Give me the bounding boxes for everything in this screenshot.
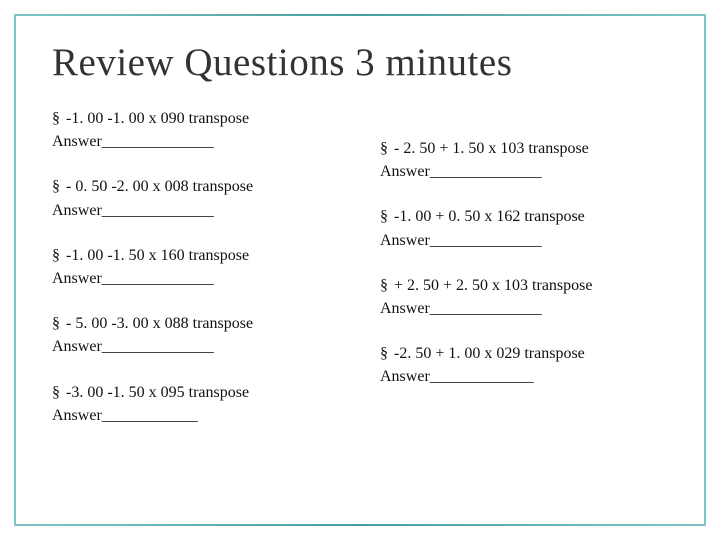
answer-line: Answer______________ (380, 229, 668, 252)
question-line: § -1. 00 -1. 50 x 160 transpose (52, 244, 340, 267)
list-item: § -1. 00 -1. 50 x 160 transpose Answer___… (52, 244, 340, 290)
answer-line: Answer______________ (380, 160, 668, 183)
question-text: - 2. 50 + 1. 50 x 103 transpose (394, 140, 589, 157)
list-item: § - 2. 50 + 1. 50 x 103 transpose Answer_… (380, 137, 668, 183)
question-text: -1. 00 -1. 00 x 090 transpose (66, 110, 249, 127)
question-line: § - 0. 50 -2. 00 x 008 transpose (52, 175, 340, 198)
bullet-icon: § (52, 247, 60, 264)
answer-line: Answer______________ (52, 199, 340, 222)
list-item: § -1. 00 + 0. 50 x 162 transpose Answer__… (380, 205, 668, 251)
list-item: § -3. 00 -1. 50 x 095 transpose Answer___… (52, 381, 340, 427)
answer-line: Answer____________ (52, 404, 340, 427)
answer-line: Answer_____________ (380, 365, 668, 388)
question-line: § - 2. 50 + 1. 50 x 103 transpose (380, 137, 668, 160)
question-line: § -2. 50 + 1. 00 x 029 transpose (380, 342, 668, 365)
bullet-icon: § (52, 384, 60, 401)
page-title: Review Questions 3 minutes (52, 40, 668, 85)
answer-line: Answer______________ (52, 130, 340, 153)
question-text: -3. 00 -1. 50 x 095 transpose (66, 384, 249, 401)
answer-line: Answer______________ (52, 267, 340, 290)
bullet-icon: § (380, 208, 388, 225)
question-text: + 2. 50 + 2. 50 x 103 transpose (394, 277, 592, 294)
list-item: § -1. 00 -1. 00 x 090 transpose Answer___… (52, 107, 340, 153)
question-line: § -1. 00 + 0. 50 x 162 transpose (380, 205, 668, 228)
question-line: § -3. 00 -1. 50 x 095 transpose (52, 381, 340, 404)
slide-frame: Review Questions 3 minutes § -1. 00 -1. 0… (14, 14, 706, 526)
content-columns: § -1. 00 -1. 00 x 090 transpose Answer___… (52, 107, 668, 449)
answer-line: Answer______________ (380, 297, 668, 320)
question-line: § + 2. 50 + 2. 50 x 103 transpose (380, 274, 668, 297)
list-item: § - 0. 50 -2. 00 x 008 transpose Answer__… (52, 175, 340, 221)
bullet-icon: § (380, 345, 388, 362)
bullet-icon: § (52, 178, 60, 195)
list-item: § + 2. 50 + 2. 50 x 103 transpose Answer_… (380, 274, 668, 320)
bullet-icon: § (380, 140, 388, 157)
left-column: § -1. 00 -1. 00 x 090 transpose Answer___… (52, 107, 340, 449)
question-text: -2. 50 + 1. 00 x 029 transpose (394, 345, 585, 362)
question-text: -1. 00 + 0. 50 x 162 transpose (394, 208, 585, 225)
question-text: - 5. 00 -3. 00 x 088 transpose (66, 315, 253, 332)
question-line: § - 5. 00 -3. 00 x 088 transpose (52, 312, 340, 335)
right-column: § - 2. 50 + 1. 50 x 103 transpose Answer_… (380, 107, 668, 449)
answer-line: Answer______________ (52, 335, 340, 358)
bullet-icon: § (52, 315, 60, 332)
bullet-icon: § (380, 277, 388, 294)
question-text: -1. 00 -1. 50 x 160 transpose (66, 247, 249, 264)
question-text: - 0. 50 -2. 00 x 008 transpose (66, 178, 253, 195)
question-line: § -1. 00 -1. 00 x 090 transpose (52, 107, 340, 130)
list-item: § -2. 50 + 1. 00 x 029 transpose Answer__… (380, 342, 668, 388)
list-item: § - 5. 00 -3. 00 x 088 transpose Answer__… (52, 312, 340, 358)
bullet-icon: § (52, 110, 60, 127)
